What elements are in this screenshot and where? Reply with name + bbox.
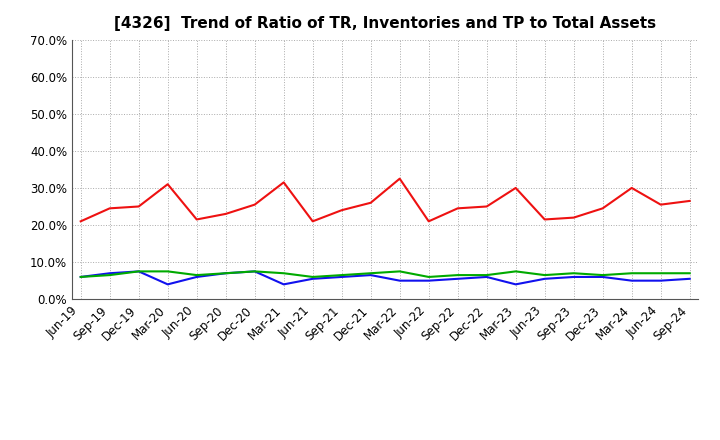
Trade Receivables: [105, 205, 114, 211]
Trade Receivables: [279, 180, 288, 185]
Trade Payables: [395, 269, 404, 274]
Trade Receivables: [251, 202, 259, 207]
Trade Receivables: [627, 185, 636, 191]
Trade Payables: [105, 272, 114, 278]
Trade Payables: [251, 269, 259, 274]
Trade Receivables: [482, 204, 491, 209]
Trade Payables: [338, 272, 346, 278]
Inventories: [657, 278, 665, 283]
Trade Payables: [627, 271, 636, 276]
Inventories: [221, 271, 230, 276]
Inventories: [192, 274, 201, 279]
Trade Payables: [424, 274, 433, 279]
Inventories: [541, 276, 549, 282]
Trade Receivables: [366, 200, 375, 205]
Trade Receivables: [570, 215, 578, 220]
Inventories: [366, 272, 375, 278]
Inventories: [251, 269, 259, 274]
Trade Payables: [482, 272, 491, 278]
Trade Payables: [192, 272, 201, 278]
Trade Receivables: [511, 185, 520, 191]
Inventories: [424, 278, 433, 283]
Inventories: [482, 274, 491, 279]
Trade Receivables: [541, 217, 549, 222]
Inventories: [395, 278, 404, 283]
Trade Payables: [657, 271, 665, 276]
Line: Inventories: Inventories: [81, 271, 690, 284]
Inventories: [338, 274, 346, 279]
Inventories: [105, 271, 114, 276]
Trade Payables: [308, 274, 317, 279]
Trade Payables: [598, 272, 607, 278]
Inventories: [279, 282, 288, 287]
Trade Receivables: [76, 219, 85, 224]
Trade Receivables: [135, 204, 143, 209]
Trade Payables: [541, 272, 549, 278]
Trade Receivables: [395, 176, 404, 181]
Inventories: [511, 282, 520, 287]
Trade Receivables: [338, 208, 346, 213]
Trade Receivables: [685, 198, 694, 204]
Trade Payables: [221, 271, 230, 276]
Trade Payables: [454, 272, 462, 278]
Trade Payables: [135, 269, 143, 274]
Line: Trade Receivables: Trade Receivables: [81, 179, 690, 221]
Trade Payables: [570, 271, 578, 276]
Inventories: [570, 274, 578, 279]
Trade Payables: [366, 271, 375, 276]
Trade Receivables: [221, 211, 230, 216]
Inventories: [163, 282, 172, 287]
Trade Payables: [163, 269, 172, 274]
Trade Payables: [685, 271, 694, 276]
Trade Receivables: [308, 219, 317, 224]
Inventories: [76, 274, 85, 279]
Inventories: [627, 278, 636, 283]
Title: [4326]  Trend of Ratio of TR, Inventories and TP to Total Assets: [4326] Trend of Ratio of TR, Inventories…: [114, 16, 656, 32]
Trade Receivables: [192, 217, 201, 222]
Inventories: [598, 274, 607, 279]
Inventories: [454, 276, 462, 282]
Trade Payables: [279, 271, 288, 276]
Line: Trade Payables: Trade Payables: [81, 271, 690, 277]
Inventories: [135, 269, 143, 274]
Trade Payables: [511, 269, 520, 274]
Inventories: [685, 276, 694, 282]
Inventories: [308, 276, 317, 282]
Trade Receivables: [454, 205, 462, 211]
Trade Receivables: [424, 219, 433, 224]
Trade Receivables: [598, 205, 607, 211]
Trade Payables: [76, 274, 85, 279]
Trade Receivables: [657, 202, 665, 207]
Trade Receivables: [163, 182, 172, 187]
